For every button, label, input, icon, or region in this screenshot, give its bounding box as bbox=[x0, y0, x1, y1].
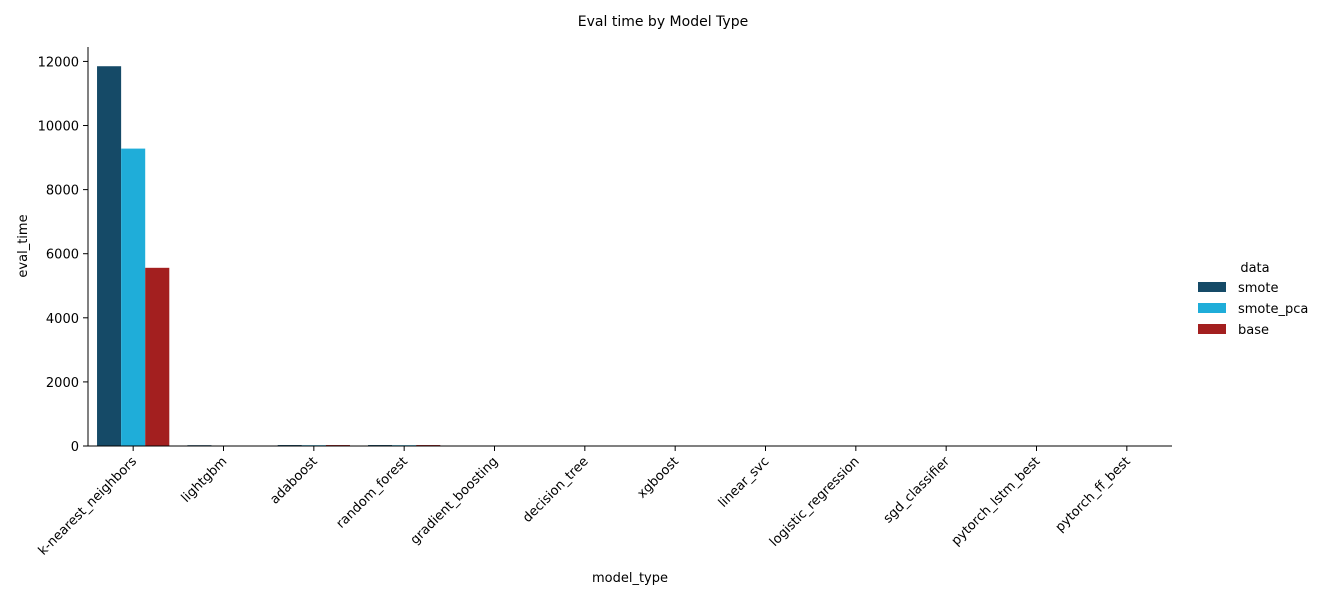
y-ticks-group: 0 2000 4000 6000 8000 10000 12000 bbox=[38, 55, 88, 455]
y-tick-label: 8000 bbox=[46, 184, 79, 199]
bar-base-k-nearest_neighbors bbox=[145, 267, 170, 446]
y-tick-label: 2000 bbox=[46, 376, 79, 391]
x-tick-label: pytorch_lstm_best bbox=[949, 454, 1044, 549]
bar-smote-k-nearest_neighbors bbox=[97, 66, 122, 446]
x-tick-label: k-nearest_neighbors bbox=[36, 454, 140, 558]
x-axis-label: model_type bbox=[592, 571, 668, 586]
legend-swatch-smote bbox=[1198, 282, 1226, 292]
y-tick-label: 0 bbox=[71, 440, 79, 455]
x-tick-label: pytorch_ff_best bbox=[1053, 454, 1134, 535]
x-ticks-group: k-nearest_neighbors lightgbm adaboost rando… bbox=[36, 446, 1134, 559]
plot-area: 0 2000 4000 6000 8000 10000 12000 k-nearest_ne… bbox=[36, 47, 1172, 559]
y-axis-label: eval_time bbox=[16, 214, 31, 277]
legend-label-base: base bbox=[1238, 323, 1269, 338]
bars-group bbox=[97, 66, 1163, 446]
chart-title: Eval time by Model Type bbox=[578, 14, 748, 30]
x-tick-label: sgd_classifier bbox=[881, 454, 954, 527]
x-tick-label: linear_svc bbox=[716, 454, 772, 510]
y-tick-label: 10000 bbox=[38, 120, 79, 135]
x-tick-label: lightgbm bbox=[179, 454, 231, 506]
bar-smote_pca-k-nearest_neighbors bbox=[121, 148, 146, 446]
legend-swatch-smote_pca bbox=[1198, 303, 1226, 313]
y-tick-label: 6000 bbox=[46, 248, 79, 263]
x-tick-label: xgboost bbox=[635, 454, 682, 501]
x-tick-label: adaboost bbox=[267, 454, 320, 507]
x-tick-label: logistic_regression bbox=[767, 454, 863, 550]
y-tick-label: 12000 bbox=[38, 55, 79, 70]
legend-title: data bbox=[1240, 261, 1269, 276]
x-tick-label: decision_tree bbox=[520, 454, 592, 526]
y-tick-label: 4000 bbox=[46, 312, 79, 327]
x-tick-label: random_forest bbox=[334, 454, 411, 531]
legend-label-smote: smote bbox=[1238, 281, 1279, 296]
legend-label-smote_pca: smote_pca bbox=[1238, 302, 1308, 317]
legend-swatch-base bbox=[1198, 324, 1226, 334]
x-tick-label: gradient_boosting bbox=[408, 454, 502, 548]
